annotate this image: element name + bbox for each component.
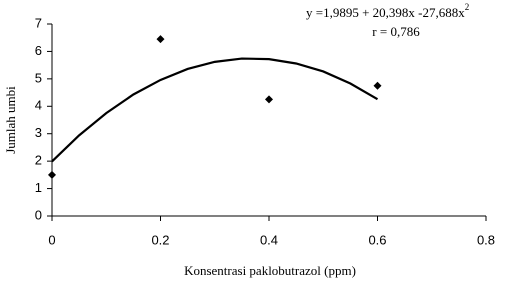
y-tick-label: 0	[35, 207, 42, 222]
trend-line	[51, 57, 379, 163]
x-tick-label: 0.8	[477, 232, 495, 247]
x-tick-label: 0.2	[151, 232, 169, 247]
x-tick-label: 0	[48, 232, 55, 247]
correlation: r = 0,786	[372, 24, 420, 39]
x-tick-label: 0.6	[368, 232, 386, 247]
x-axis-title: Konsentrasi paklobutrazol (ppm)	[184, 263, 356, 278]
y-tick-label: 1	[35, 180, 42, 195]
y-tick-label: 6	[35, 43, 42, 58]
equation: y =1,9895 + 20,398x -27,688x2	[306, 2, 469, 20]
y-tick-label: 3	[35, 125, 42, 140]
equation-text: y =1,9895 + 20,398x -27,688x	[306, 5, 465, 20]
y-axis-title: Jumlah umbi	[3, 86, 18, 154]
y-tick-label: 2	[35, 153, 42, 168]
x-tick-label: 0.4	[260, 232, 278, 247]
data-point	[373, 81, 382, 90]
y-tick-label: 5	[35, 70, 42, 85]
data-point	[156, 35, 165, 44]
equation-exponent: 2	[465, 2, 470, 12]
y-tick-label: 4	[35, 98, 42, 113]
y-tick-label: 7	[35, 15, 42, 30]
data-point	[265, 95, 273, 104]
data-point	[48, 170, 56, 179]
